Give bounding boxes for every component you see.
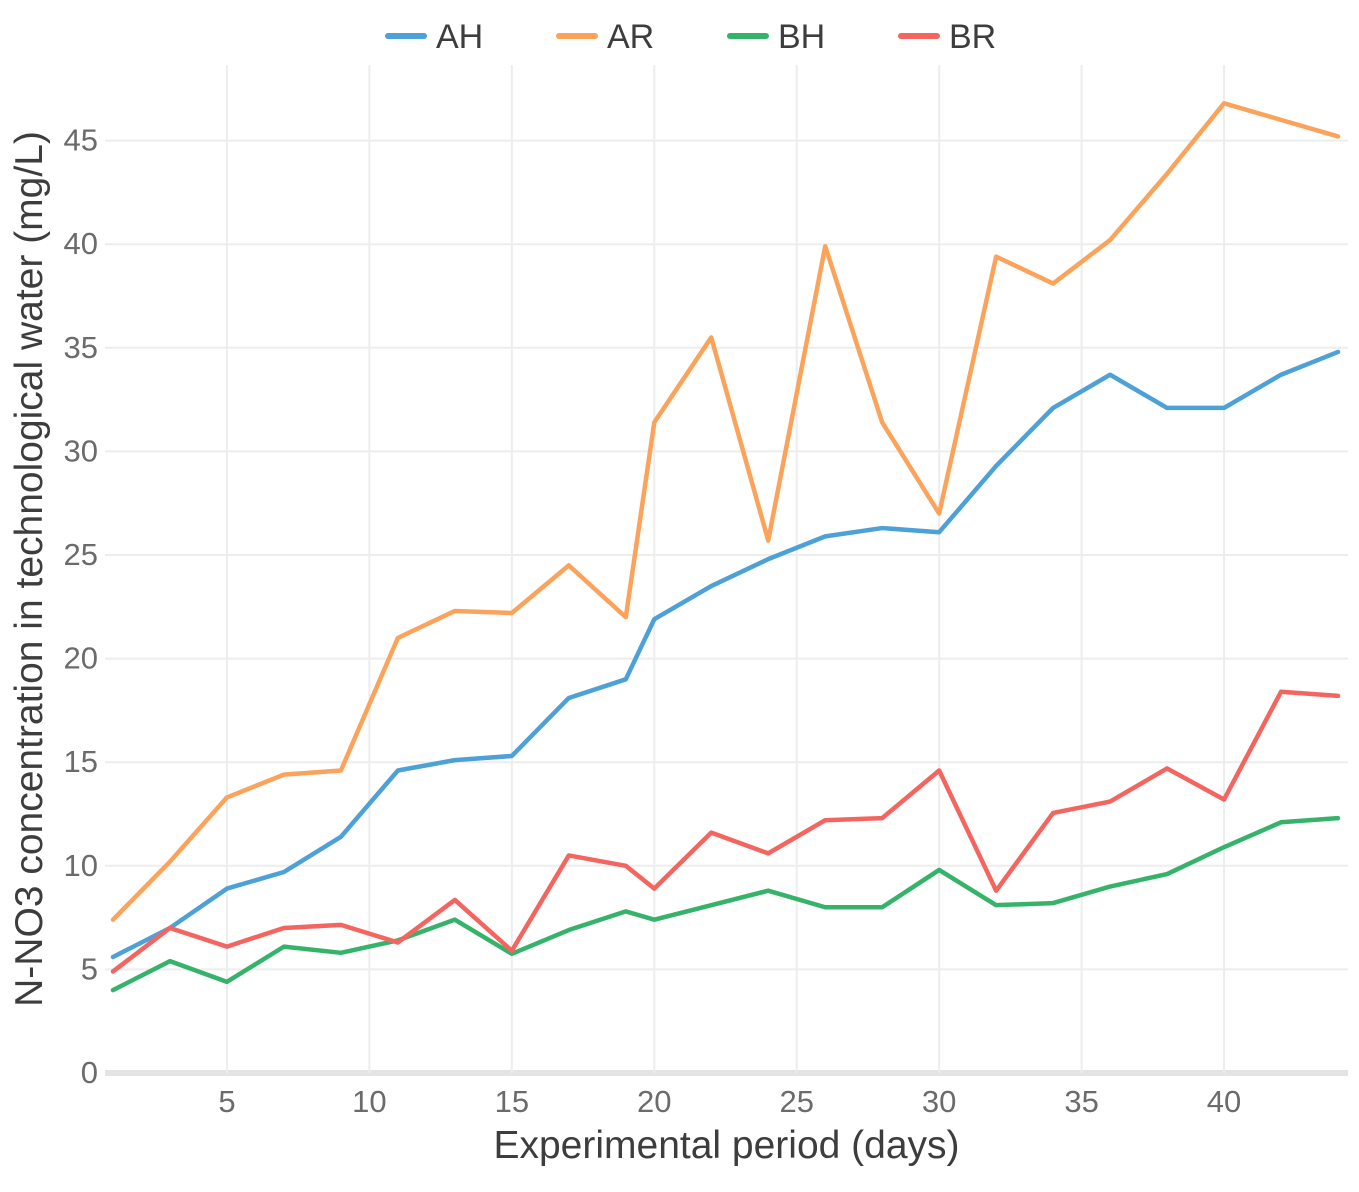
- x-tick-label: 5: [218, 1084, 235, 1119]
- y-tick-label: 15: [64, 744, 98, 779]
- y-tick-label: 35: [64, 330, 98, 365]
- x-tick-label: 40: [1207, 1084, 1241, 1119]
- x-tick-label: 20: [637, 1084, 671, 1119]
- x-tick-label: 15: [495, 1084, 529, 1119]
- y-tick-label: 5: [81, 951, 98, 986]
- x-tick-label: 25: [779, 1084, 813, 1119]
- y-tick-label: 40: [64, 226, 98, 261]
- y-tick-label: 0: [81, 1055, 98, 1090]
- legend-label-BR: BR: [949, 18, 996, 56]
- series-line-BR: [110, 689, 1341, 974]
- series-line-AR: [110, 101, 1341, 922]
- y-tick-label: 45: [64, 123, 98, 158]
- legend-label-AH: AH: [436, 18, 483, 56]
- legend-label-AR: AR: [607, 18, 654, 56]
- x-tick-label: 30: [922, 1084, 956, 1119]
- series-line-BH: [110, 815, 1341, 993]
- y-tick-label: 25: [64, 537, 98, 572]
- y-tick-label: 20: [64, 641, 98, 676]
- x-tick-label: 10: [352, 1084, 386, 1119]
- legend-label-BH: BH: [778, 18, 825, 56]
- x-tick-label: 35: [1064, 1084, 1098, 1119]
- y-axis-title: N-NO3 concentration in technological wat…: [8, 131, 51, 1007]
- x-axis-title: Experimental period (days): [493, 1124, 959, 1167]
- y-tick-label: 30: [64, 433, 98, 468]
- y-tick-label: 10: [64, 848, 98, 883]
- series-line-AH: [110, 349, 1341, 960]
